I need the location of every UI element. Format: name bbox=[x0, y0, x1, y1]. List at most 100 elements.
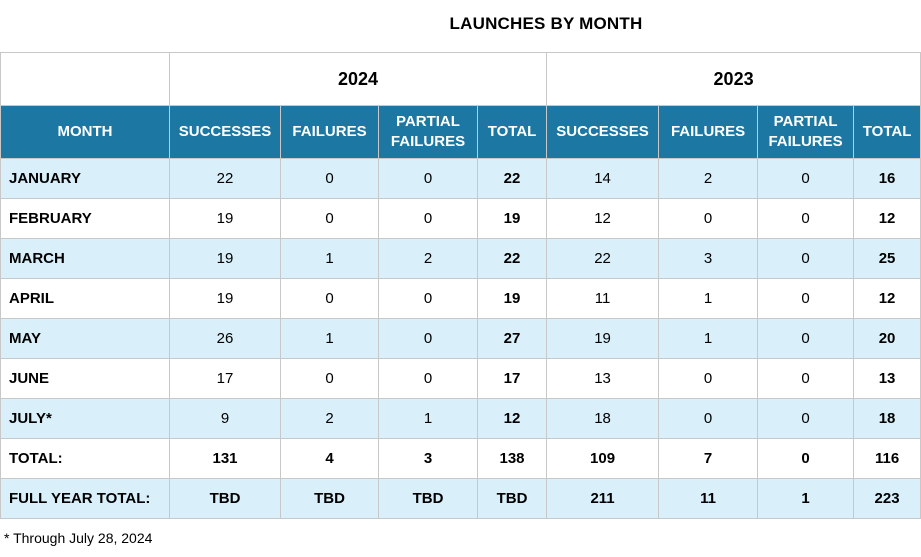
column-header-row: MONTH SUCCESSES FAILURES PARTIAL FAILURES… bbox=[0, 105, 921, 159]
full-year-total-row: FULL YEAR TOTAL: TBD TBD TBD TBD 211 11 … bbox=[0, 478, 921, 519]
cell: 0 bbox=[280, 358, 379, 399]
cell: TBD bbox=[280, 478, 379, 519]
cell: 0 bbox=[757, 198, 855, 239]
cell: 2 bbox=[658, 158, 759, 199]
year-2023-header: 2023 bbox=[546, 52, 921, 106]
total-cell: 19 bbox=[476, 198, 548, 239]
total-cell: 22 bbox=[476, 238, 548, 279]
cell: 13 bbox=[546, 358, 660, 399]
total-cell: 27 bbox=[476, 318, 548, 359]
month-cell: JANUARY bbox=[0, 158, 170, 199]
month-cell: MARCH bbox=[0, 238, 170, 279]
total-label: TOTAL: bbox=[0, 438, 170, 479]
cell: 0 bbox=[757, 358, 855, 399]
cell: 14 bbox=[546, 158, 660, 199]
month-cell: JULY* bbox=[0, 398, 170, 439]
failures-2023-header: FAILURES bbox=[658, 105, 759, 159]
partial-line1: PARTIAL bbox=[396, 113, 460, 130]
total-cell: 12 bbox=[853, 278, 921, 319]
cell: 1 bbox=[280, 318, 379, 359]
cell: 2 bbox=[378, 238, 478, 279]
cell: 22 bbox=[169, 158, 281, 199]
cell: 131 bbox=[169, 438, 281, 479]
month-cell: FEBRUARY bbox=[0, 198, 170, 239]
total-cell: 22 bbox=[476, 158, 548, 199]
cell: 2 bbox=[280, 398, 379, 439]
cell: 211 bbox=[546, 478, 660, 519]
total-2024-header: TOTAL bbox=[476, 105, 548, 159]
cell: 19 bbox=[546, 318, 660, 359]
total-cell: 25 bbox=[853, 238, 921, 279]
launches-table: 2024 2023 MONTH SUCCESSES FAILURES PARTI… bbox=[0, 52, 921, 519]
cell: TBD bbox=[169, 478, 281, 519]
successes-2024-header: SUCCESSES bbox=[169, 105, 281, 159]
cell: 1 bbox=[757, 478, 855, 519]
year-header-row: 2024 2023 bbox=[0, 52, 921, 106]
total-cell: 19 bbox=[476, 278, 548, 319]
year-2024-header: 2024 bbox=[168, 52, 548, 106]
total-cell: 18 bbox=[853, 398, 921, 439]
cell: 1 bbox=[280, 238, 379, 279]
cell: 12 bbox=[546, 198, 660, 239]
cell: 0 bbox=[280, 198, 379, 239]
cell: 0 bbox=[280, 158, 379, 199]
cell: 0 bbox=[378, 278, 478, 319]
partial-failures-2023-header: PARTIAL FAILURES bbox=[757, 105, 855, 159]
cell: 0 bbox=[757, 318, 855, 359]
cell: 0 bbox=[757, 278, 855, 319]
cell: 11 bbox=[546, 278, 660, 319]
total-row: TOTAL: 131 4 3 138 109 7 0 116 bbox=[0, 438, 921, 479]
cell: 0 bbox=[378, 158, 478, 199]
cell: 22 bbox=[546, 238, 660, 279]
total-cell: 20 bbox=[853, 318, 921, 359]
cell: 0 bbox=[378, 318, 478, 359]
partial-line2: FAILURES bbox=[768, 133, 843, 150]
cell: 0 bbox=[658, 398, 759, 439]
total-cell: 17 bbox=[476, 358, 548, 399]
cell: 0 bbox=[658, 198, 759, 239]
cell: 3 bbox=[658, 238, 759, 279]
total-2023-header: TOTAL bbox=[853, 105, 921, 159]
partial-failures-2024-header: PARTIAL FAILURES bbox=[378, 105, 478, 159]
total-cell: 16 bbox=[853, 158, 921, 199]
cell: 11 bbox=[658, 478, 759, 519]
table-row: JUNE 17 0 0 17 13 0 0 13 bbox=[0, 358, 921, 399]
cell: 0 bbox=[658, 358, 759, 399]
partial-line1: PARTIAL bbox=[773, 113, 838, 130]
cell: 0 bbox=[280, 278, 379, 319]
full-year-label: FULL YEAR TOTAL: bbox=[0, 478, 170, 519]
cell: TBD bbox=[378, 478, 478, 519]
table-row: JULY* 9 2 1 12 18 0 0 18 bbox=[0, 398, 921, 439]
table-row: FEBRUARY 19 0 0 19 12 0 0 12 bbox=[0, 198, 921, 239]
table-title: LAUNCHES BY MONTH bbox=[449, 14, 643, 33]
cell: 0 bbox=[757, 438, 855, 479]
failures-2024-header: FAILURES bbox=[280, 105, 379, 159]
blank-corner-cell bbox=[0, 52, 170, 106]
cell: 19 bbox=[169, 198, 281, 239]
cell: 1 bbox=[658, 318, 759, 359]
total-cell: 12 bbox=[476, 398, 548, 439]
total-cell: 12 bbox=[853, 198, 921, 239]
cell: 0 bbox=[757, 158, 855, 199]
cell: 26 bbox=[169, 318, 281, 359]
cell: 18 bbox=[546, 398, 660, 439]
month-cell: APRIL bbox=[0, 278, 170, 319]
cell: 109 bbox=[546, 438, 660, 479]
table-row: MAY 26 1 0 27 19 1 0 20 bbox=[0, 318, 921, 359]
footnote: * Through July 28, 2024 bbox=[4, 530, 153, 546]
partial-line2: FAILURES bbox=[390, 133, 466, 150]
month-cell: JUNE bbox=[0, 358, 170, 399]
cell: 19 bbox=[169, 238, 281, 279]
cell: 0 bbox=[757, 238, 855, 279]
cell: 4 bbox=[280, 438, 379, 479]
total-cell: 223 bbox=[853, 478, 921, 519]
cell: 0 bbox=[757, 398, 855, 439]
month-cell: MAY bbox=[0, 318, 170, 359]
successes-2023-header: SUCCESSES bbox=[546, 105, 660, 159]
cell: 1 bbox=[378, 398, 478, 439]
total-cell: 138 bbox=[476, 438, 548, 479]
cell: 0 bbox=[378, 198, 478, 239]
cell: 17 bbox=[169, 358, 281, 399]
cell: 0 bbox=[378, 358, 478, 399]
cell: 7 bbox=[658, 438, 759, 479]
